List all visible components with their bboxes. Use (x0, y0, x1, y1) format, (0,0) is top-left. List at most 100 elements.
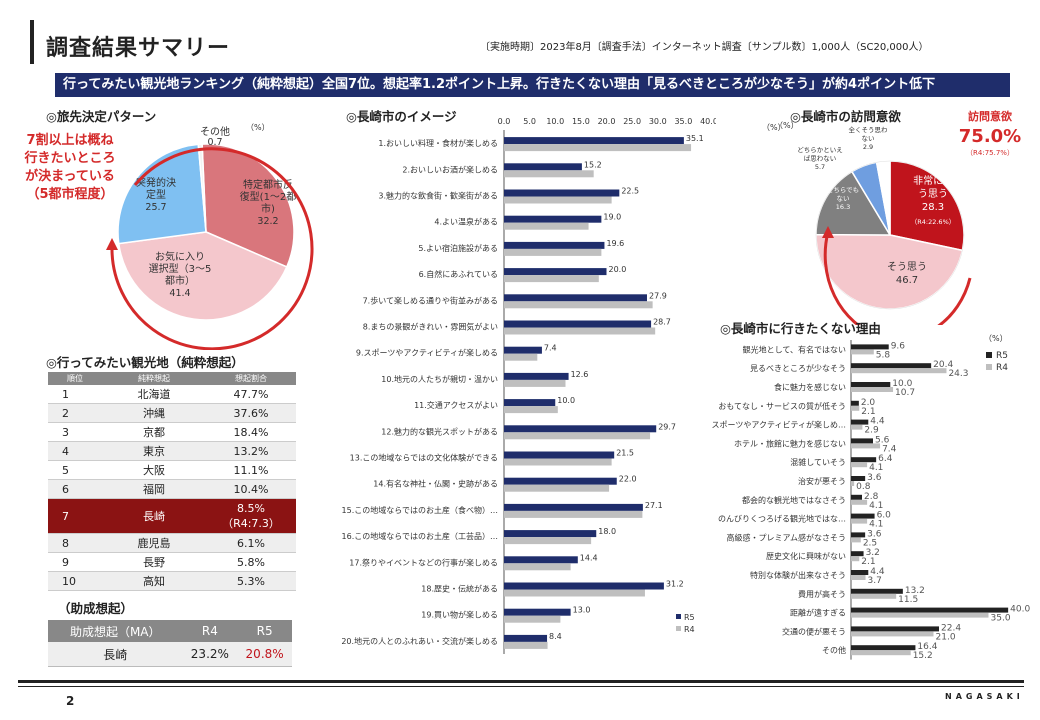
image-bar-r5 (504, 503, 643, 511)
footer-line-thin (18, 686, 1024, 687)
ranking-name: 東京 (102, 441, 206, 461)
image-category-label: 4.よい温泉がある (434, 217, 498, 227)
image-category-label: 3.魅力的な飲食街・歓楽街がある (378, 191, 498, 201)
image-bar-r4 (504, 222, 589, 230)
title-accent-bar (30, 20, 34, 64)
reasons-bar-r5 (851, 588, 903, 594)
reasons-bar-r4 (851, 387, 894, 392)
pattern-slice-label-line: 突発的決 (136, 176, 176, 189)
reasons-data-label-r5: 20.4 (933, 360, 953, 370)
image-bar-r4 (504, 327, 656, 335)
reasons-bar-r4 (851, 631, 934, 637)
ranking-row: 5 大阪 11.1% (48, 460, 296, 480)
image-tick-label: 20.0 (598, 117, 616, 126)
ranking-body: 1 北海道 47.7% 2 沖縄 37.6% 3 京都 18.4% 4 東京 13.2% 5 大阪 11.1… (48, 385, 296, 591)
image-bar-r5 (504, 215, 602, 223)
image-category-label: 20.地元の人とのふれあい・交流が楽しめる (341, 636, 498, 646)
reasons-bar-r5 (851, 438, 873, 444)
pattern-callout-line: が決まっている (25, 168, 115, 184)
image-bar-r5 (504, 477, 617, 485)
reasons-category-label: 観光地として、有名ではない (743, 344, 846, 354)
ranking-row: 9 長野 5.8% (48, 552, 296, 572)
ranking-row: 6 福岡 10.4% (48, 479, 296, 499)
reasons-category-label: 治安が悪そう (798, 476, 846, 486)
image-legend-label: R5 (684, 613, 695, 622)
image-bar-r4 (504, 458, 612, 466)
image-data-label: 13.0 (573, 606, 591, 615)
image-data-label: 35.1 (686, 134, 704, 143)
reasons-data-label-r4: 2.1 (861, 407, 875, 417)
ranking-row: 8 鹿児島 6.1% (48, 533, 296, 553)
ranking-name: 長野 (102, 552, 206, 572)
image-bar-r5 (504, 451, 615, 459)
visit-slice-label: 全くそう思わない (849, 125, 889, 142)
image-bar-r4 (504, 170, 594, 178)
reasons-category-label: 見るべきところが少なそう (750, 363, 846, 373)
reasons-category-label: 混雑していそう (790, 457, 846, 467)
reasons-category-label: 交通の便が悪そう (782, 626, 846, 636)
visit-slice-label: どちらかといえば思わない (797, 146, 843, 162)
image-data-label: 12.6 (571, 370, 589, 379)
image-category-label: 8.まちの景観がきれい・雰囲気がよい (363, 322, 498, 332)
ranking-title: ◎行ってみたい観光地（純粋想起） (46, 355, 244, 370)
reasons-bar-r4 (851, 518, 868, 524)
reasons-data-label-r5: 2.0 (861, 398, 876, 408)
reasons-category-label: のんびりくつろげる観光地ではな… (718, 514, 846, 524)
pattern-callout-line: 7割以上は概ね (26, 132, 113, 148)
pattern-arrow-head (106, 238, 118, 250)
image-legend-swatch (676, 626, 681, 631)
reasons-category-label: 距離が遠すぎる (790, 608, 846, 618)
pattern-title: ◎旅先決定パターン (46, 109, 157, 124)
image-tick-label: 25.0 (623, 117, 641, 126)
image-data-label: 27.1 (645, 501, 663, 510)
reasons-bar-r4 (851, 368, 947, 374)
ranking-header-rank: 順位 (48, 372, 102, 385)
image-tick-label: 15.0 (572, 117, 590, 126)
reasons-legend-label: R4 (996, 363, 1008, 373)
visit-pie-outline (815, 160, 965, 310)
image-bar-r4 (504, 563, 571, 571)
footer-line (18, 680, 1024, 683)
image-category-label: 9.スポーツやアクティビティが楽しめる (356, 348, 498, 358)
pattern-slice-label-line: その他 (200, 125, 230, 138)
pattern-pie-chart: 特定都市反復型(1～2都市)32.2 お気に入り選択型（3～5 都市）41.4 突発的… (23, 125, 314, 350)
image-bar-r5 (504, 163, 582, 171)
visit-slice-label: どちらでもない (827, 186, 859, 202)
reasons-data-label-r5: 22.4 (941, 623, 961, 633)
reasons-data-label-r5: 3.2 (866, 548, 880, 558)
summary-banner: 行ってみたい観光地ランキング（純粋想起）全国7位。想起率1.2ポイント上昇。行き… (55, 73, 1010, 97)
ranking-rank: 6 (48, 479, 102, 499)
image-data-label: 19.6 (606, 239, 624, 248)
visit-arrow-arc (823, 231, 972, 325)
ranking-value: 13.2% (206, 441, 296, 461)
pattern-slice-label: その他 (200, 125, 230, 138)
image-bar-r5 (504, 241, 605, 249)
reasons-legend-swatch (986, 352, 992, 358)
reasons-category-label: 食に魅力を感じない (774, 382, 846, 392)
ranking-name: 福岡 (102, 479, 206, 499)
visit-slice-label-line: ば思わない (804, 153, 837, 162)
reasons-bar-r4 (851, 593, 897, 599)
visit-slice-label: そう思う (887, 261, 927, 273)
image-bar-r5 (504, 189, 620, 197)
visit-slice-value: 46.7 (896, 275, 918, 286)
image-data-label: 22.5 (621, 187, 639, 196)
ranking-value: 6.1% (206, 533, 296, 553)
reasons-bar-r4 (851, 575, 866, 580)
reasons-data-label-r4: 4.1 (869, 463, 883, 473)
brand-wordmark: NAGASAKI (945, 692, 1024, 701)
aided-header-r4: R4 (182, 620, 238, 642)
reasons-data-label-r5: 3.6 (867, 473, 882, 483)
image-bar-r4 (504, 353, 538, 361)
reasons-data-label-r5: 13.2 (905, 586, 925, 596)
image-bar-r4 (504, 589, 645, 597)
image-category-label: 17.祭りやイベントなどの行事が楽しめる (349, 557, 498, 567)
reasons-data-label-r5: 10.0 (892, 379, 912, 389)
ranking-value: 37.6% (206, 403, 296, 423)
reasons-bar-r4 (851, 650, 911, 656)
reasons-bar-r5 (851, 513, 875, 519)
ranking-name: 高知 (102, 571, 206, 591)
image-category-label: 2.おいしいお酒が楽しめる (402, 164, 498, 174)
aided-r4: 23.2% (182, 642, 238, 667)
ranking-value: 11.1% (206, 460, 296, 480)
